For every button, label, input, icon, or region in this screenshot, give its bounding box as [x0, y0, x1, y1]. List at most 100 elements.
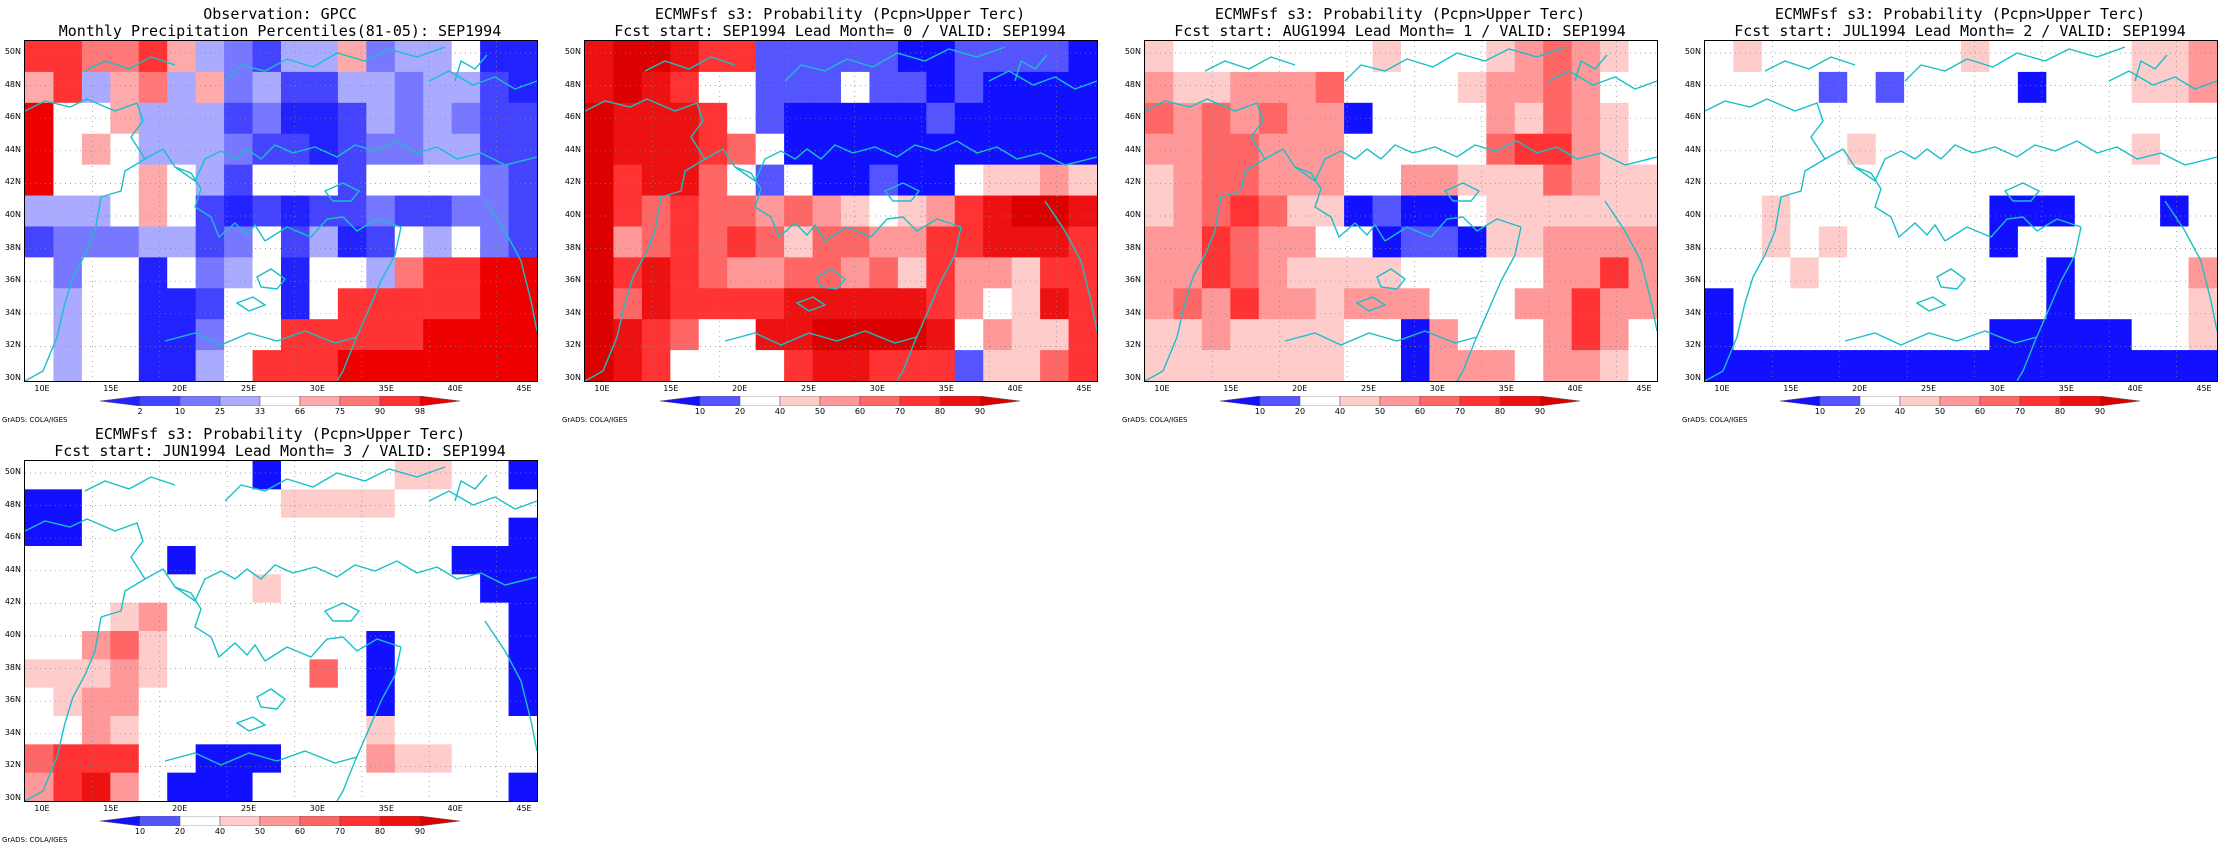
- colorbar-label: 10: [1814, 407, 1826, 416]
- grid-cell: [755, 288, 785, 320]
- coastline: [1854, 144, 1974, 183]
- grid-cell: [81, 288, 111, 320]
- grid-cell: [309, 517, 339, 547]
- grid-cell: [1628, 288, 1657, 320]
- grid-cell: [1145, 71, 1174, 104]
- grid-cell: [954, 288, 984, 320]
- grid-cell: [53, 41, 83, 73]
- grid-cell: [1818, 319, 1848, 351]
- grid-cell: [53, 102, 83, 135]
- grid-cell: [727, 257, 757, 289]
- panel-title: ECMWFsf s3: Probability (Pcpn>Upper Terc…: [1774, 5, 2146, 23]
- grid-cell: [1068, 164, 1097, 197]
- grid-cell: [1145, 257, 1174, 289]
- grid-cell: [983, 288, 1013, 320]
- grid-cell: [1457, 288, 1487, 320]
- grid-cell: [1040, 226, 1070, 258]
- coastline: [1972, 140, 2217, 166]
- grid-cell: [2074, 350, 2104, 381]
- grid-cell: [1514, 133, 1544, 166]
- grid-cell: [670, 226, 700, 258]
- grid-cell: [337, 546, 367, 575]
- grid-cell: [2131, 164, 2161, 197]
- grid-cell: [53, 602, 83, 632]
- coastline: [256, 688, 287, 710]
- grid-cell: [755, 350, 785, 381]
- grid-cell: [366, 744, 396, 774]
- grid-cell: [1733, 319, 1763, 351]
- grid-cell: [480, 659, 510, 689]
- grid-cell: [670, 288, 700, 320]
- grid-cell: [727, 71, 757, 104]
- grid-cell: [224, 574, 254, 604]
- grid-cell: [897, 226, 927, 258]
- colorbar-label: 75: [334, 407, 346, 416]
- grid-cell: [1818, 195, 1848, 227]
- lat-tick-label: 38N: [1684, 242, 1701, 252]
- grid-cell: [81, 164, 111, 197]
- grid-cell: [81, 744, 111, 774]
- grid-cell: [423, 744, 453, 774]
- grid-cell: [613, 226, 643, 258]
- lon-tick-label: 40E: [2127, 384, 2143, 393]
- grid-cell: [309, 41, 339, 73]
- grid-cell: [1486, 319, 1516, 351]
- colorbar-label: 20: [1294, 407, 1306, 416]
- grid-cell: [1628, 102, 1657, 135]
- lat-tick-label: 38N: [1124, 242, 1141, 252]
- lat-tick-label: 30N: [1684, 373, 1701, 382]
- grid-cell: [954, 226, 984, 258]
- grid-cell: [508, 772, 537, 801]
- grid-cell: [309, 133, 339, 166]
- colorbar-swatch: [779, 396, 821, 406]
- grid-cell: [281, 257, 310, 289]
- grid-cell: [1344, 102, 1374, 135]
- coastline: [852, 140, 1097, 166]
- grid-cell: [25, 772, 54, 801]
- map-area: [584, 40, 1098, 382]
- grid-cell: [983, 319, 1013, 351]
- lat-tick-label: 32N: [4, 340, 21, 350]
- grid-cell: [281, 461, 310, 490]
- lat-tick-label: 44N: [1684, 144, 1701, 154]
- grid-cell: [670, 133, 700, 166]
- colorbar-swatch: [660, 396, 701, 406]
- grid-cell: [983, 195, 1013, 227]
- grid-cell: [53, 489, 83, 519]
- grid-cell: [2160, 102, 2190, 135]
- grid-cell: [167, 71, 197, 104]
- grid-cell: [309, 257, 339, 289]
- lat-tick-label: 32N: [4, 760, 21, 770]
- grid-cell: [585, 195, 614, 227]
- lat-tick-label: 36N: [1124, 275, 1141, 285]
- grid-cell: [1989, 226, 2019, 258]
- grid-cell: [1600, 257, 1630, 289]
- grid-cell: [1543, 102, 1573, 135]
- grid-cell: [195, 195, 225, 227]
- grid-cell: [1457, 164, 1487, 197]
- grid-cell: [508, 257, 537, 289]
- grid-cell: [1847, 350, 1877, 381]
- grid-cell: [727, 133, 757, 166]
- grid-cell: [1068, 319, 1097, 351]
- grid-cell: [2131, 226, 2161, 258]
- grid-cell: [926, 164, 956, 197]
- grid-cell: [1457, 257, 1487, 289]
- grid-cell: [508, 461, 537, 490]
- grid-cell: [641, 71, 671, 104]
- grid-cell: [167, 602, 197, 632]
- grid-cell: [1705, 102, 1734, 135]
- panel-title: ECMWFsf s3: Probability (Pcpn>Upper Terc…: [654, 5, 1026, 23]
- lon-tick-label: 15E: [103, 804, 119, 813]
- grid-cell: [1258, 288, 1288, 320]
- colorbar-swatch: [939, 396, 981, 406]
- grid-cell: [727, 41, 757, 73]
- lon-tick-label: 10E: [1714, 384, 1730, 393]
- coastline: [235, 716, 267, 732]
- grid-cell: [508, 164, 537, 197]
- grid-cell: [394, 489, 424, 519]
- grid-cell: [167, 517, 197, 547]
- grid-cell: [2131, 195, 2161, 227]
- grid-cell: [1571, 257, 1601, 289]
- grid-cell: [954, 195, 984, 227]
